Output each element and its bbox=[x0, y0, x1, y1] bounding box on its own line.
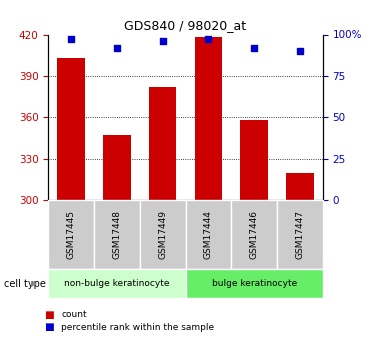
Text: ■: ■ bbox=[45, 310, 54, 319]
Text: GSM17446: GSM17446 bbox=[250, 210, 259, 259]
Text: ■: ■ bbox=[45, 322, 54, 332]
Text: GSM17444: GSM17444 bbox=[204, 210, 213, 259]
Text: bulge keratinocyte: bulge keratinocyte bbox=[211, 279, 297, 288]
Text: cell type: cell type bbox=[4, 279, 46, 289]
Text: GSM17445: GSM17445 bbox=[67, 210, 76, 259]
Point bbox=[206, 37, 211, 42]
Bar bbox=[58, 58, 85, 200]
Point bbox=[114, 45, 120, 50]
Bar bbox=[103, 135, 131, 200]
Bar bbox=[286, 172, 313, 200]
Text: count: count bbox=[61, 310, 87, 319]
Text: GSM17449: GSM17449 bbox=[158, 210, 167, 259]
Text: GSM17448: GSM17448 bbox=[112, 210, 121, 259]
Point bbox=[68, 37, 74, 42]
Text: non-bulge keratinocyte: non-bulge keratinocyte bbox=[64, 279, 170, 288]
Text: ▶: ▶ bbox=[31, 279, 37, 288]
Title: GDS840 / 98020_at: GDS840 / 98020_at bbox=[124, 19, 247, 32]
Bar bbox=[149, 87, 176, 200]
Point bbox=[297, 48, 303, 54]
Bar bbox=[195, 37, 222, 200]
Point bbox=[160, 38, 165, 44]
Text: GSM17447: GSM17447 bbox=[295, 210, 304, 259]
Point bbox=[251, 45, 257, 50]
Bar bbox=[240, 120, 268, 200]
Text: percentile rank within the sample: percentile rank within the sample bbox=[61, 323, 214, 332]
